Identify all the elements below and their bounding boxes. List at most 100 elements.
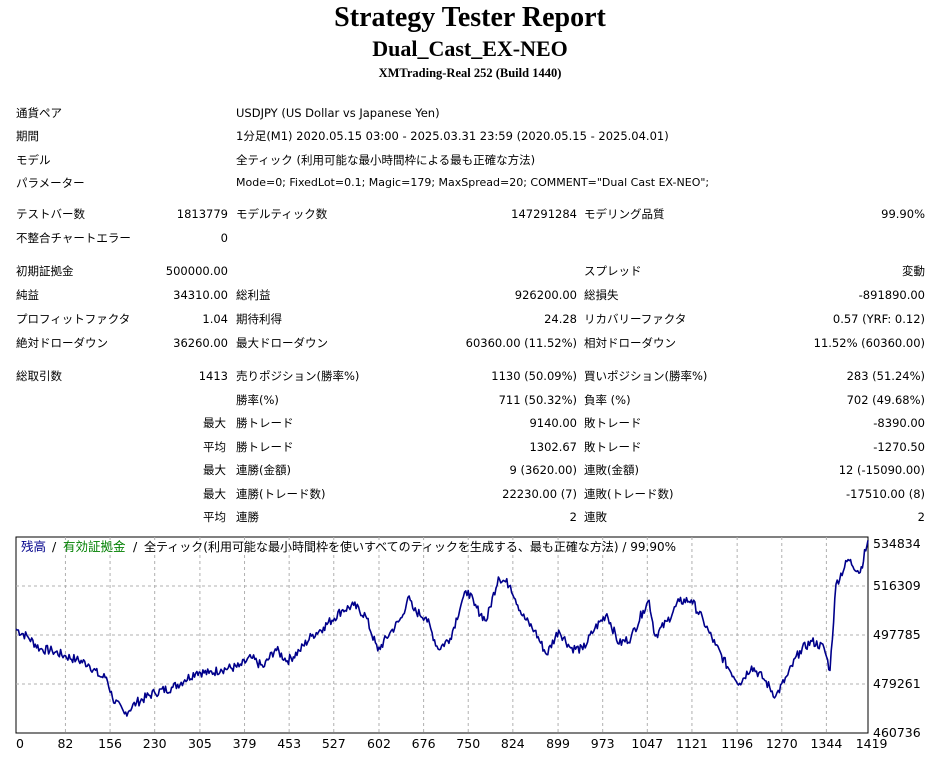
x-tick-label: 527 — [322, 736, 346, 751]
x-tick-label: 899 — [546, 736, 570, 751]
x-tick-label: 379 — [233, 736, 257, 751]
stats-value: 711 (50.32%) — [498, 393, 577, 407]
y-tick-label: 497785 — [873, 627, 921, 642]
info-value: 全ティック (利用可能な最小時間枠による最も正確な方法) — [236, 153, 536, 167]
stats-value: 36260.00 — [173, 336, 228, 350]
legend-description: 全ティック(利用可能な最小時間枠を使いすべてのティックを生成する、最も正確な方法… — [144, 539, 676, 554]
stats-value: 1413 — [198, 369, 228, 383]
stats-value: 22230.00 (7) — [502, 487, 577, 501]
stats-value: 283 (51.24%) — [846, 369, 925, 383]
stats-label: リカバリーファクタ — [584, 312, 687, 326]
stats-label: 相対ドローダウン — [584, 336, 676, 350]
x-tick-label: 1344 — [810, 736, 842, 751]
legend-separator: / — [133, 539, 138, 554]
stats-label: 売りポジション(勝率%) — [236, 369, 360, 383]
stats-value: 926200.00 — [514, 288, 577, 302]
stats-prefix: 最大 — [203, 487, 226, 501]
stats-label: モデリング品質 — [584, 207, 665, 221]
y-tick-label: 516309 — [873, 578, 921, 593]
stats-prefix: 平均 — [203, 510, 226, 524]
stats-value: 11.52% (60360.00) — [813, 336, 925, 350]
account-info: XMTrading-Real 252 (Build 1440) — [378, 66, 562, 80]
stats-label: 連勝 — [236, 510, 259, 524]
stats-value: 9 (3620.00) — [509, 463, 577, 477]
stats-value: 2 — [917, 510, 925, 524]
stats-label: 勝トレード — [236, 440, 294, 454]
x-tick-label: 1121 — [676, 736, 708, 751]
y-tick-label: 460736 — [873, 725, 921, 740]
y-tick-label: 534834 — [873, 536, 921, 551]
stats-value: 1.04 — [202, 312, 228, 326]
stats-prefix: 最大 — [203, 463, 226, 477]
stats-label: 連勝(トレード数) — [236, 487, 326, 501]
x-tick-label: 602 — [367, 736, 391, 751]
stats-value: 0 — [220, 231, 228, 245]
stats-label: 敗トレード — [584, 416, 642, 430]
stats-value: 702 (49.68%) — [846, 393, 925, 407]
stats-value: 変動 — [902, 264, 925, 278]
balance-line — [15, 540, 869, 717]
stats-label: 絶対ドローダウン — [16, 336, 108, 350]
stats-value: 0.57 (YRF: 0.12) — [832, 312, 925, 326]
stats-label: 負率 (%) — [584, 393, 631, 407]
info-value: Mode=0; FixedLot=0.1; Magic=179; MaxSpre… — [236, 176, 710, 189]
stats-label: 総損失 — [584, 288, 619, 302]
info-value: USDJPY (US Dollar vs Japanese Yen) — [236, 106, 440, 120]
x-tick-label: 230 — [143, 736, 167, 751]
stats-value: -17510.00 (8) — [846, 487, 925, 501]
stats-label: 連勝(金額) — [236, 463, 291, 477]
stats-label: 初期証拠金 — [16, 264, 74, 278]
info-label: パラメーター — [16, 176, 85, 190]
stats-label: 最大ドローダウン — [236, 336, 328, 350]
ea-name: Dual_Cast_EX-NEO — [372, 36, 568, 61]
info-label: 期間 — [16, 129, 39, 143]
stats-label: 勝率(%) — [236, 393, 279, 407]
report-title: Strategy Tester Report — [334, 2, 606, 33]
x-tick-label: 1047 — [631, 736, 663, 751]
stats-value: 12 (-15090.00) — [838, 463, 925, 477]
legend-balance: 残高 — [21, 539, 46, 554]
stats-value: 1813779 — [176, 207, 228, 221]
stats-label: 連敗 — [584, 510, 607, 524]
stats-label: 期待利得 — [236, 312, 282, 326]
stats-label: 連敗(トレード数) — [584, 487, 674, 501]
stats-value: 1130 (50.09%) — [491, 369, 577, 383]
legend-separator: / — [52, 539, 57, 554]
info-value: 1分足(M1) 2020.05.15 03:00 - 2025.03.31 23… — [236, 129, 669, 143]
x-tick-label: 453 — [277, 736, 301, 751]
stats-label: 総取引数 — [16, 369, 62, 383]
x-tick-label: 750 — [456, 736, 480, 751]
x-tick-label: 0 — [16, 736, 24, 751]
legend-equity: 有効証拠金 — [63, 539, 126, 554]
stats-value: 34310.00 — [173, 288, 228, 302]
stats-prefix: 平均 — [203, 440, 226, 454]
stats-value: 147291284 — [511, 207, 577, 221]
stats-label: スプレッド — [584, 264, 642, 278]
stats-value: 9140.00 — [529, 416, 577, 430]
stats-prefix: 最大 — [203, 416, 226, 430]
stats-label: 買いポジション(勝率%) — [584, 369, 708, 383]
stats-label: 勝トレード — [236, 416, 294, 430]
x-tick-label: 1419 — [856, 736, 888, 751]
y-tick-label: 479261 — [873, 676, 921, 691]
x-tick-label: 1270 — [766, 736, 798, 751]
stats-value: 24.28 — [544, 312, 577, 326]
stats-label: 純益 — [16, 288, 39, 302]
x-tick-label: 82 — [57, 736, 73, 751]
stats-value: -8390.00 — [873, 416, 925, 430]
stats-value: 60360.00 (11.52%) — [465, 336, 577, 350]
stats-label: 総利益 — [236, 288, 271, 302]
stats-label: テストバー数 — [16, 207, 85, 221]
stats-value: -1270.50 — [873, 440, 925, 454]
stats-value: 500000.00 — [165, 264, 228, 278]
stats-label: 連敗(金額) — [584, 463, 639, 477]
stats-label: 敗トレード — [584, 440, 642, 454]
x-tick-label: 973 — [591, 736, 615, 751]
stats-value: 1302.67 — [529, 440, 577, 454]
stats-label: モデルティック数 — [236, 207, 328, 221]
stats-value: -891890.00 — [858, 288, 925, 302]
x-tick-label: 156 — [98, 736, 122, 751]
x-tick-label: 305 — [188, 736, 212, 751]
info-label: モデル — [16, 153, 51, 167]
stats-label: プロフィットファクタ — [16, 312, 131, 326]
